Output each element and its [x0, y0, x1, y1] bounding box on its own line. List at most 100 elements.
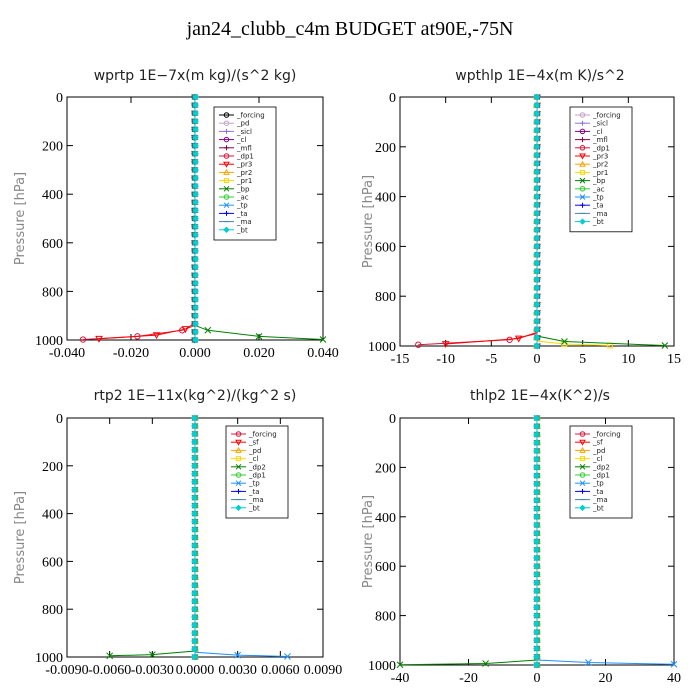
x-tick-label: -0.020	[113, 346, 149, 361]
series-point	[192, 166, 199, 174]
series-point	[192, 142, 199, 149]
legend-entry: _pr1	[575, 169, 608, 177]
series-point	[533, 637, 540, 644]
x-tick-label: -20	[459, 671, 478, 686]
series-point	[192, 255, 199, 263]
series-point	[533, 431, 540, 438]
series-point	[533, 143, 541, 151]
series-point	[533, 284, 541, 292]
series-point	[191, 598, 198, 605]
legend-marker	[579, 112, 586, 118]
legend-entry: _tp	[575, 480, 604, 488]
legend-entry: _dp1	[219, 153, 254, 161]
legend-label: _dp1	[592, 472, 610, 480]
y-tick-label: 200	[42, 140, 63, 155]
chart-title: wpthlp 1E−4x(m K)/s^2	[455, 68, 624, 84]
y-tick-label: 600	[375, 240, 396, 255]
legend-label: _ma	[248, 496, 264, 504]
series-bt	[533, 93, 541, 350]
legend-label: _pr3	[236, 161, 252, 169]
legend-marker	[579, 218, 586, 225]
chart-panel-3: rtp2 1E−11x(kg^2)/(kg^2 s) Pressure [hPa]…	[13, 388, 342, 678]
legend-label: _pr3	[592, 153, 608, 161]
legend-marker	[223, 202, 230, 209]
legend-marker	[235, 439, 242, 446]
legend-label: _bt	[592, 504, 604, 512]
series-dp1	[415, 94, 540, 349]
series-point	[192, 93, 199, 101]
y-tick-label: 400	[42, 508, 63, 523]
series-point	[192, 304, 199, 311]
legend-entry: _forcing	[575, 431, 621, 439]
y-axis-label: Pressure [hPa]	[13, 491, 28, 584]
legend-entry: _sf	[575, 439, 603, 447]
chart-panel-1: wprtp 1E−7x(m kg)/(s^2 kg) Pressure [hPa]…	[13, 68, 339, 361]
legend-entry: _dp1	[575, 472, 610, 480]
legend-label: _tp	[236, 202, 248, 210]
series-point	[533, 226, 541, 234]
series-point	[192, 126, 199, 133]
legend-entry: _bp	[575, 177, 606, 185]
series-point	[191, 430, 198, 438]
y-tick-label: 1000	[35, 651, 63, 666]
series-point	[191, 518, 198, 525]
series-point	[533, 620, 540, 628]
legend-label: _tp	[592, 480, 604, 488]
legend-marker	[579, 160, 586, 167]
series-point	[533, 309, 541, 317]
y-tick-label: 400	[42, 188, 63, 203]
series-point	[533, 276, 541, 283]
legend-marker	[579, 194, 586, 200]
series-point	[192, 109, 199, 117]
legend-marker	[224, 210, 229, 216]
series-pr3	[441, 94, 541, 350]
legend-marker	[579, 145, 586, 151]
legend-marker	[579, 439, 586, 446]
legend-marker	[579, 431, 586, 437]
series-point	[585, 659, 592, 666]
legend-entry: _dp2	[231, 463, 266, 471]
series-point	[192, 247, 199, 255]
legend-label: _pr1	[592, 169, 608, 177]
series-point	[533, 102, 541, 109]
series-point	[192, 239, 199, 247]
series-line	[418, 97, 538, 346]
legend-label: _forcing	[592, 112, 621, 120]
series-point	[192, 296, 199, 303]
series-point	[191, 645, 198, 653]
legend-entry: _sicl	[219, 128, 252, 136]
series-point	[533, 480, 540, 488]
series-point	[533, 472, 540, 479]
series-point	[192, 280, 199, 287]
legend-marker	[224, 128, 229, 134]
legend-entry: _ta	[219, 210, 248, 218]
series-point	[191, 454, 198, 462]
series-point	[670, 660, 678, 668]
series-point	[533, 301, 541, 308]
y-tick-label: 1000	[35, 334, 63, 349]
series-point	[533, 268, 541, 275]
x-tick-label: 10	[621, 352, 635, 367]
series-point	[191, 438, 198, 446]
y-tick-label: 200	[375, 141, 396, 156]
series-point	[533, 595, 540, 603]
x-tick-label: -0.040	[49, 346, 85, 361]
series-point	[192, 207, 199, 214]
series-point	[181, 326, 190, 334]
legend-marker	[579, 186, 586, 192]
x-tick-label: -0.0090	[45, 663, 88, 678]
y-tick-label: 1000	[368, 340, 396, 355]
legend-label: _pr2	[592, 161, 608, 169]
legend-label: _forcing	[592, 431, 621, 439]
x-tick-label: 0.040	[307, 346, 339, 361]
series-point	[148, 651, 156, 658]
legend-label: _ac	[236, 194, 249, 202]
series-point	[533, 160, 541, 167]
series-point	[533, 530, 540, 537]
legend: _forcing_sf_pd_cl_dp2_dp1_tp_ta_ma_bt	[225, 425, 289, 519]
y-tick-label: 600	[42, 555, 63, 570]
legend-marker	[223, 161, 230, 168]
series-point	[192, 182, 199, 190]
